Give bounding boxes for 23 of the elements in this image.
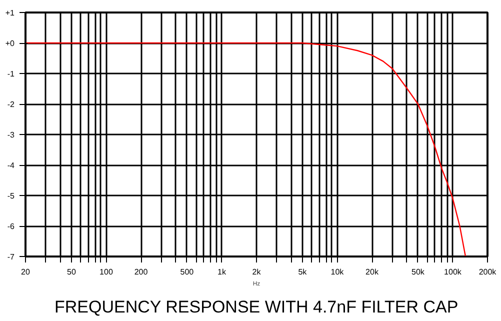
x-tick-label: 1k bbox=[218, 268, 227, 276]
x-tick-label: 50 bbox=[67, 268, 76, 276]
y-tick-label: +0 bbox=[5, 39, 16, 48]
x-tick-label: 100 bbox=[100, 268, 114, 276]
x-tick-label: 20k bbox=[366, 268, 380, 276]
x-tick-label: 500 bbox=[180, 268, 194, 276]
y-tick-label: -6 bbox=[7, 222, 16, 231]
y-tick-label: -1 bbox=[7, 70, 16, 78]
y-tick-label: -5 bbox=[7, 192, 16, 200]
x-tick-label: 100k bbox=[444, 268, 462, 276]
x-tick-label: 20 bbox=[21, 268, 30, 276]
y-tick-label: -7 bbox=[7, 252, 16, 262]
y-tick-label: +1 bbox=[5, 8, 16, 18]
y-tick-label: -3 bbox=[7, 130, 16, 140]
x-tick-label: 10k bbox=[330, 268, 345, 276]
y-tick-label: -2 bbox=[7, 100, 16, 109]
x-tick-label: 200k bbox=[478, 268, 498, 276]
text: FREQUENCY RESPONSE WITH 4.7nF FILTER CAP bbox=[54, 298, 458, 316]
y-tick-label: -4 bbox=[7, 161, 16, 170]
x-tick-label: 5k bbox=[298, 268, 308, 276]
x-tick-label: 200 bbox=[134, 268, 148, 276]
x-tick-label: 2k bbox=[252, 268, 262, 276]
x-tick-label: 50k bbox=[412, 268, 426, 276]
